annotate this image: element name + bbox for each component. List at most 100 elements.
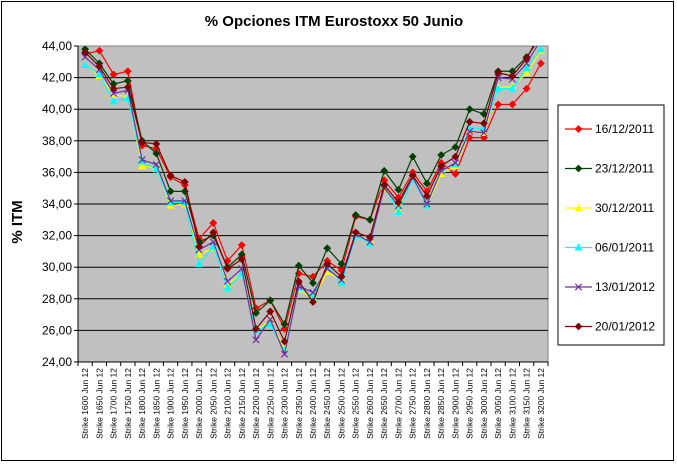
data-point: [408, 171, 417, 180]
y-tick-label: 30,00: [42, 260, 72, 274]
data-point: [538, 29, 544, 35]
data-point: [95, 70, 104, 78]
legend-label: 06/01/2011: [595, 241, 654, 255]
data-point: [522, 54, 531, 63]
data-point: [252, 336, 260, 344]
data-point: [152, 140, 161, 148]
x-tick-label: Strike 1900 Jun 12: [166, 368, 176, 439]
data-point: [437, 162, 446, 170]
data-point: [280, 337, 289, 346]
data-point: [423, 192, 431, 201]
data-point: [95, 46, 104, 55]
legend-label: 30/12/2011: [595, 201, 654, 215]
data-point: [166, 187, 175, 196]
data-point: [138, 156, 146, 164]
legend-label: 16/12/2011: [595, 122, 654, 136]
data-point: [266, 296, 275, 305]
x-tick-label: Strike 2250 Jun 12: [265, 368, 275, 439]
data-point: [138, 161, 147, 170]
y-tick-label: 34,00: [42, 197, 72, 211]
data-point: [181, 197, 189, 205]
y-tick-label: 24,00: [42, 355, 72, 369]
legend-label: 20/01/2012: [595, 320, 655, 334]
legend-marker: [574, 283, 583, 291]
data-point: [451, 152, 460, 161]
x-tick-label: Strike 2500 Jun 12: [336, 368, 346, 439]
data-point: [465, 105, 474, 114]
data-point: [394, 198, 403, 207]
data-point: [152, 149, 161, 158]
x-tick-label: Strike 2950 Jun 12: [465, 368, 475, 439]
legend-label: 13/01/2012: [595, 280, 655, 294]
data-point: [366, 238, 374, 246]
data-point: [309, 298, 317, 306]
series-20-01-2012: [81, 29, 544, 346]
data-point: [366, 215, 374, 224]
data-point: [394, 185, 403, 194]
data-point: [109, 70, 118, 79]
data-point: [536, 46, 545, 53]
data-point: [451, 159, 460, 167]
y-tick-label: 26,00: [42, 323, 72, 337]
data-point: [366, 233, 374, 242]
data-point: [280, 320, 289, 328]
data-point: [81, 60, 90, 69]
data-point: [451, 170, 460, 178]
x-tick-label: Strike 3200 Jun 12: [536, 368, 546, 439]
x-tick-label: Strike 2900 Jun 12: [450, 368, 460, 439]
x-tick-label: Strike 2300 Jun 12: [280, 368, 290, 439]
data-point: [522, 63, 531, 72]
data-point: [223, 277, 232, 286]
data-point: [266, 307, 275, 316]
data-point: [494, 84, 503, 92]
data-point: [209, 228, 218, 237]
data-point: [480, 133, 488, 142]
data-point: [480, 129, 488, 137]
data-point: [237, 255, 246, 264]
x-tick-label: Strike 2750 Jun 12: [408, 368, 418, 439]
data-point: [423, 200, 431, 208]
x-tick-label: Strike 3050 Jun 12: [493, 368, 503, 439]
x-tick-label: Strike 2650 Jun 12: [379, 368, 389, 439]
data-point: [81, 48, 90, 57]
x-tick-label: Strike 2600 Jun 12: [365, 368, 375, 439]
data-point: [538, 36, 544, 42]
data-point: [109, 97, 118, 105]
data-point: [337, 272, 346, 281]
data-point: [294, 277, 303, 286]
data-point: [123, 67, 132, 76]
data-point: [138, 138, 146, 147]
x-tick-label: Strike 3150 Jun 12: [522, 368, 532, 439]
legend-box: [557, 104, 665, 346]
data-point: [223, 283, 232, 291]
legend-item: 16/12/2011: [565, 122, 654, 136]
legend-marker: [574, 164, 583, 173]
x-tick-label: Strike 1850 Jun 12: [151, 368, 161, 439]
data-point: [494, 100, 503, 109]
data-point: [109, 89, 118, 98]
legend-item: 20/01/2012: [565, 320, 655, 334]
data-point: [323, 244, 332, 253]
data-point: [480, 119, 488, 128]
data-point: [494, 68, 503, 77]
data-point: [508, 84, 517, 92]
x-tick-label: Strike 1800 Jun 12: [137, 368, 147, 439]
data-point: [309, 279, 317, 287]
data-point: [380, 181, 389, 189]
data-point: [337, 278, 346, 287]
data-point: [280, 324, 289, 333]
x-tick-label: Strike 2150 Jun 12: [237, 368, 247, 439]
data-point: [209, 238, 217, 246]
data-point: [195, 242, 203, 251]
data-point: [152, 160, 160, 169]
x-tick-label: Strike 2350 Jun 12: [294, 368, 304, 439]
data-point: [180, 177, 189, 186]
y-tick-label: 32,00: [42, 229, 72, 243]
x-tick-label: Strike 2550 Jun 12: [351, 368, 361, 439]
data-point: [280, 350, 289, 358]
data-point: [538, 33, 544, 39]
x-tick-label: Strike 2100 Jun 12: [223, 368, 233, 439]
series-layer: [81, 29, 545, 358]
x-tick-label: Strike 1700 Jun 12: [109, 368, 119, 439]
y-tick-label: 38,00: [42, 134, 72, 148]
